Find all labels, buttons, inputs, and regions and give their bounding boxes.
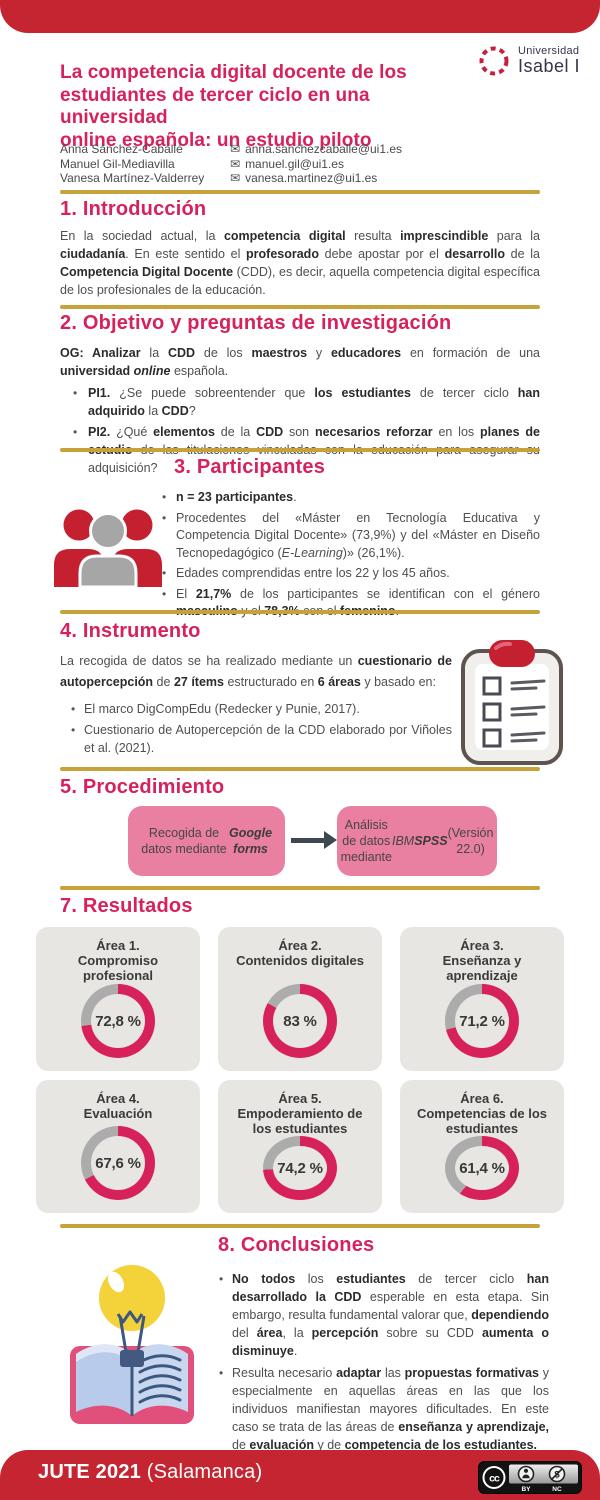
conclusiones-bullet: Resulta necesario adaptar las propuestas…: [216, 1364, 549, 1454]
author-email: manuel.gil@ui1.es: [245, 156, 344, 171]
envelope-icon: ✉: [230, 156, 241, 171]
participantes-bullet: El 21,7% de los participantes se identif…: [160, 586, 540, 621]
author-row: Vanesa Martínez-Valderrey ✉ vanesa.marti…: [60, 171, 402, 186]
svg-text:BY: BY: [521, 1486, 531, 1493]
logo-mark-icon: [479, 46, 509, 76]
envelope-icon: ✉: [230, 171, 241, 186]
section-heading-procedimiento: 5. Procedimiento: [60, 776, 225, 798]
section-heading-participantes: 3. Participantes: [174, 456, 326, 478]
result-card-area-4: Área 4. Evaluación 67,6 %: [36, 1080, 200, 1213]
donut-chart-area-6: 61,4 %: [445, 1136, 519, 1200]
participantes-bullet: Edades comprendidas entre los 22 y los 4…: [160, 565, 540, 583]
conclusiones-bullet: No todos los estudiantes de tercer ciclo…: [216, 1270, 549, 1360]
result-card-title: Área 4. Evaluación: [83, 1091, 153, 1121]
donut-chart-area-1: 72,8 %: [81, 984, 155, 1058]
svg-text:$: $: [554, 1470, 560, 1481]
authors-list: Anna Sánchez-Caballé ✉ anna.sanchezcabal…: [60, 142, 402, 186]
section-heading-instrumento: 4. Instrumento: [60, 620, 201, 642]
gold-divider: [60, 886, 540, 890]
donut-chart-area-2: 83 %: [263, 984, 337, 1058]
procedure-step-2: Análisis de datos mediante IBM SPSS (Ver…: [337, 806, 497, 876]
university-logo: Universidad Isabel I: [477, 44, 580, 78]
result-card-area-1: Área 1. Compromiso profesional 72,8 %: [36, 927, 200, 1071]
logo-line1: Universidad: [517, 44, 580, 57]
donut-value: 71,2 %: [459, 1012, 505, 1030]
logo-text: Universidad Isabel I: [517, 44, 580, 77]
result-card-title: Área 6. Competencias de los estudiantes: [416, 1091, 548, 1136]
results-row-1: Área 1. Compromiso profesional 72,8 % Ár…: [36, 927, 564, 1071]
author-name: Anna Sánchez-Caballé: [60, 142, 183, 157]
conclusiones-block: No todos los estudiantes de tercer ciclo…: [216, 1270, 549, 1458]
donut-value: 83 %: [283, 1012, 317, 1030]
author-row: Anna Sánchez-Caballé ✉ anna.sanchezcabal…: [60, 142, 402, 157]
participantes-bullet: Procedentes del «Máster en Tecnología Ed…: [160, 510, 540, 563]
donut-chart-area-5: 74,2 %: [263, 1136, 337, 1200]
author-name: Vanesa Martínez-Valderrey: [60, 171, 205, 186]
procedure-step-1: Recogida de datos mediante Google forms: [128, 806, 285, 876]
gold-divider: [60, 767, 540, 771]
svg-text:NC: NC: [552, 1486, 562, 1493]
intro-paragraph: En la sociedad actual, la competencia di…: [60, 229, 540, 297]
donut-value: 72,8 %: [95, 1012, 141, 1030]
gold-divider: [60, 448, 540, 452]
instrumento-bullet: Cuestionario de Autopercepción de la CDD…: [60, 721, 452, 757]
instrumento-bullet: El marco DigCompEdu (Redecker y Punie, 2…: [60, 700, 452, 718]
participantes-block: n = 23 participantes. Procedentes del «M…: [160, 489, 540, 624]
poster-title: La competencia digital docente de los es…: [60, 62, 407, 151]
cc-license-badge: cc $ BY NC: [478, 1461, 582, 1494]
result-card-area-3: Área 3. Enseñanza y aprendizaje 71,2 %: [400, 927, 564, 1071]
result-card-title: Área 1. Compromiso profesional: [77, 938, 159, 983]
author-email: vanesa.martinez@ui1.es: [245, 171, 378, 186]
result-card-title: Área 2. Contenidos digitales: [236, 938, 364, 968]
author-email: anna.sanchezcaballe@ui1.es: [245, 142, 403, 157]
donut-chart-area-3: 71,2 %: [445, 984, 519, 1058]
result-card-area-5: Área 5. Empoderamiento de los estudiante…: [218, 1080, 382, 1213]
svg-text:cc: cc: [489, 1473, 500, 1485]
top-red-bar: [0, 0, 600, 33]
donut-value: 74,2 %: [277, 1159, 323, 1177]
logo-line2: Isabel I: [517, 56, 580, 77]
gold-divider: [60, 190, 540, 194]
objetivo-lead: OG: Analizar la CDD de los maestros y ed…: [60, 346, 540, 378]
result-card-title: Área 5. Empoderamiento de los estudiante…: [237, 1091, 363, 1136]
participants-icon: [54, 509, 162, 587]
instrumento-lead: La recogida de datos se ha realizado med…: [60, 654, 453, 689]
participantes-bullet: n = 23 participantes.: [160, 489, 540, 507]
gold-divider: [60, 610, 540, 614]
author-name: Manuel Gil-Mediavilla: [60, 156, 175, 171]
result-card-area-2: Área 2. Contenidos digitales 83 %: [218, 927, 382, 1071]
section-heading-conclusiones: 8. Conclusiones: [218, 1234, 375, 1256]
idea-book-icon: [70, 1265, 194, 1424]
arrow-right-icon: [291, 831, 337, 849]
cc-by-icon: [517, 1465, 535, 1483]
donut-value: 67,6 %: [95, 1154, 141, 1172]
result-card-title: Área 3. Enseñanza y aprendizaje: [442, 938, 522, 983]
section-heading-resultados: 7. Resultados: [60, 895, 193, 917]
results-row-2: Área 4. Evaluación 67,6 % Área 5. Empode…: [36, 1080, 564, 1213]
objetivo-bullet: PI1. ¿Se puede sobreentender que los est…: [60, 384, 540, 420]
clipboard-icon: [461, 640, 563, 765]
result-card-area-6: Área 6. Competencias de los estudiantes …: [400, 1080, 564, 1213]
cc-nc-icon: $: [548, 1465, 566, 1483]
envelope-icon: ✉: [230, 142, 241, 157]
donut-value: 61,4 %: [459, 1159, 505, 1177]
footer-event-label: JUTE 2021 (Salamanca): [38, 1461, 263, 1483]
gold-divider: [60, 305, 540, 309]
author-row: Manuel Gil-Mediavilla ✉ manuel.gil@ui1.e…: [60, 157, 402, 172]
gold-divider: [60, 1224, 540, 1228]
section-heading-introduccion: 1. Introducción: [60, 198, 207, 220]
donut-chart-area-4: 67,6 %: [81, 1126, 155, 1200]
section-heading-objetivo: 2. Objetivo y preguntas de investigación: [60, 312, 452, 334]
instrumento-block: La recogida de datos se ha realizado med…: [60, 651, 452, 760]
